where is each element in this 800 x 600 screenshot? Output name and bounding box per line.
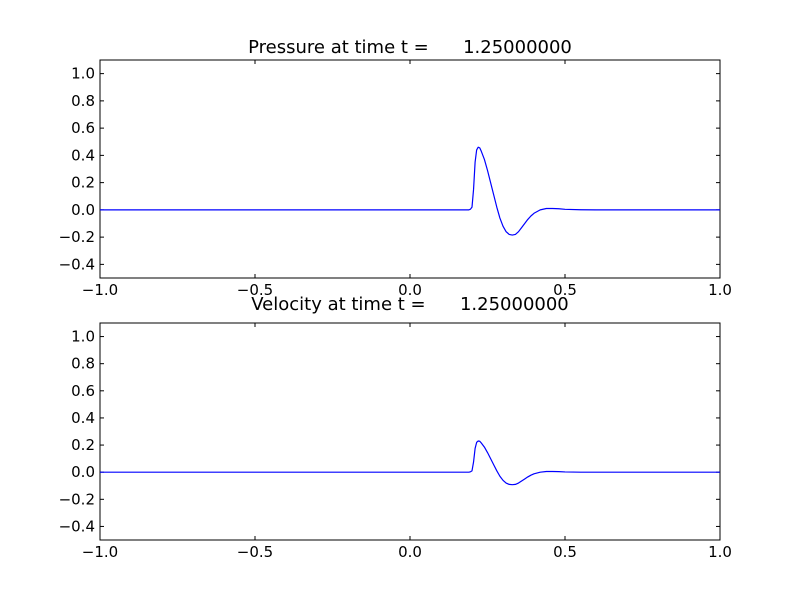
pressure-series-line [100,146,720,236]
velocity-series-line [100,440,720,486]
pressure-y-tick-label: 0.0 [71,201,95,219]
velocity-y-tick-label: −0.2 [59,490,95,508]
pressure-y-tick-label: 0.6 [71,119,95,137]
pressure-y-axis: 1.0 0.8 0.6 0.4 0.2 0.0 −0.2 −0.4 [59,65,720,273]
pressure-y-tick-label: 0.2 [71,174,95,192]
pressure-x-tick-label: −1.0 [82,281,118,299]
velocity-y-tick-label: 0.6 [71,382,95,400]
pressure-plot-title: Pressure at time t = 1.25000000 [248,37,572,58]
pressure-x-tick-label: −0.5 [237,281,273,299]
pressure-x-axis: −1.0 −0.5 0.0 0.5 1.0 [82,60,732,299]
velocity-x-tick-label: 0.5 [553,543,577,561]
pressure-x-tick-label: 0.0 [398,281,422,299]
pressure-x-tick-label: 0.5 [553,281,577,299]
pressure-y-tick-label: 0.8 [71,92,95,110]
velocity-y-tick-label: 1.0 [71,328,95,346]
pressure-x-tick-label: 1.0 [708,281,732,299]
velocity-y-tick-label: −0.4 [59,517,95,535]
velocity-x-tick-label: −1.0 [82,543,118,561]
pressure-y-tick-label: 1.0 [71,65,95,83]
pressure-y-tick-label: −0.4 [59,255,95,273]
pressure-y-tick-label: −0.2 [59,228,95,246]
velocity-x-tick-label: −0.5 [237,543,273,561]
velocity-plot-title: Velocity at time t = 1.25000000 [251,294,569,315]
velocity-x-tick-label: 1.0 [708,543,732,561]
pressure-subplot: Pressure at time t = 1.25000000 −1.0 −0.5… [59,37,732,299]
velocity-y-tick-label: 0.0 [71,463,95,481]
velocity-x-axis: −1.0 −0.5 0.0 0.5 1.0 [82,323,732,561]
velocity-y-tick-label: 0.8 [71,355,95,373]
velocity-y-axis: 1.0 0.8 0.6 0.4 0.2 0.0 −0.2 −0.4 [59,328,720,535]
velocity-x-tick-label: 0.0 [398,543,422,561]
velocity-y-tick-label: 0.4 [71,409,95,427]
velocity-subplot: Velocity at time t = 1.25000000 −1.0 −0.5… [59,294,732,561]
pressure-y-tick-label: 0.4 [71,146,95,164]
velocity-y-tick-label: 0.2 [71,436,95,454]
